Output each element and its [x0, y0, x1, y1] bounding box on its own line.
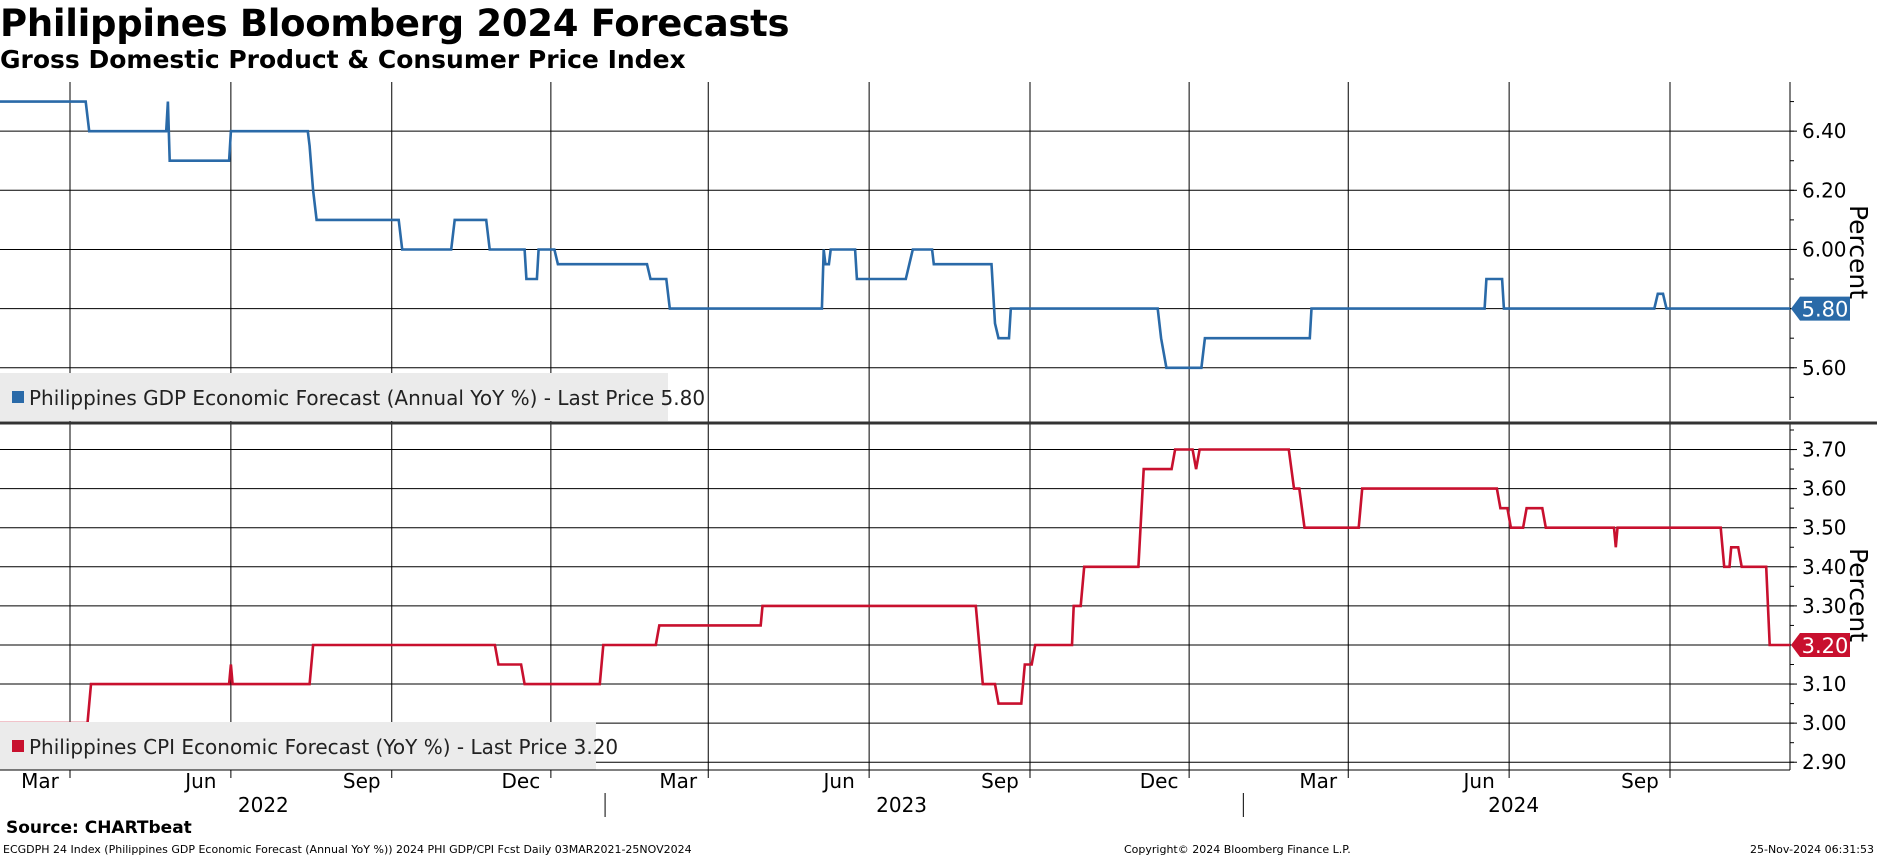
source-label: Source: CHARTbeat — [6, 818, 192, 838]
y-tick-label: 3.60 — [1802, 477, 1847, 501]
last-price-tag — [1791, 296, 1850, 321]
footer-timestamp: 25-Nov-2024 06:31:53 — [1749, 843, 1874, 856]
x-month-label: Sep — [343, 769, 381, 793]
legend-box — [0, 722, 596, 770]
footer-copyright: Copyright© 2024 Bloomberg Finance L.P. — [1124, 843, 1351, 856]
x-month-label: Jun — [822, 769, 855, 793]
y-tick-label: 3.50 — [1802, 516, 1847, 540]
y-tick-label: 6.20 — [1802, 178, 1847, 202]
footer-ticker-info: ECGDPH 24 Index (Philippines GDP Economi… — [3, 843, 692, 856]
x-month-label: Dec — [1140, 769, 1179, 793]
y-tick-label: 3.40 — [1802, 555, 1847, 579]
legend-label: Philippines CPI Economic Forecast (YoY %… — [29, 735, 618, 759]
y-tick-label: 2.90 — [1802, 750, 1847, 774]
y-tick-label: 5.60 — [1802, 356, 1847, 380]
y-tick-label: 3.30 — [1802, 594, 1847, 618]
y-axis-title: Percent — [1844, 205, 1873, 299]
last-price-label: 3.20 — [1802, 634, 1849, 658]
x-month-label: Jun — [183, 769, 216, 793]
last-price-label: 5.80 — [1802, 298, 1849, 322]
y-tick-label: 3.00 — [1802, 711, 1847, 735]
legend-box — [0, 373, 668, 421]
x-year-label: 2022 — [238, 793, 289, 817]
last-price-tag — [1791, 632, 1850, 657]
legend-swatch — [12, 740, 24, 752]
y-tick-label: 6.40 — [1802, 119, 1847, 143]
x-month-label: Mar — [659, 769, 698, 793]
chart-title: Philippines Bloomberg 2024 Forecasts — [0, 2, 790, 45]
legend-label: Philippines GDP Economic Forecast (Annua… — [29, 386, 705, 410]
x-month-label: Mar — [1299, 769, 1338, 793]
y-axis-title: Percent — [1844, 548, 1873, 642]
gdp-series-line — [0, 100, 1790, 370]
chart-subtitle: Gross Domestic Product & Consumer Price … — [0, 45, 686, 74]
y-tick-label: 3.10 — [1802, 672, 1847, 696]
x-month-label: Mar — [21, 769, 60, 793]
y-tick-label: 6.00 — [1802, 237, 1847, 261]
x-month-label: Dec — [502, 769, 541, 793]
x-month-label: Sep — [981, 769, 1019, 793]
x-year-label: 2023 — [876, 793, 927, 817]
legend-swatch — [12, 391, 24, 403]
x-month-label: Jun — [1462, 769, 1495, 793]
y-tick-label: 3.70 — [1802, 438, 1847, 462]
cpi-series-line — [0, 448, 1790, 725]
x-year-label: 2024 — [1488, 793, 1539, 817]
x-month-label: Sep — [1621, 769, 1659, 793]
